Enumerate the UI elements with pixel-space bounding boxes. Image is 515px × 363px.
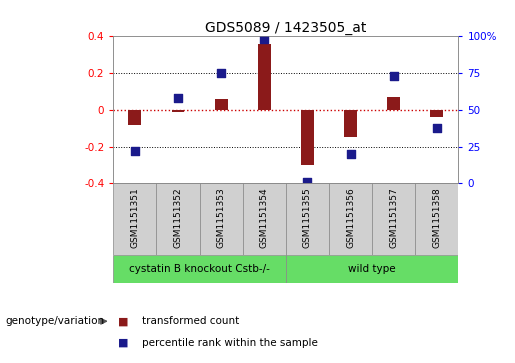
Bar <box>431 110 443 117</box>
Bar <box>215 99 228 110</box>
Bar <box>344 110 357 138</box>
Text: GSM1151354: GSM1151354 <box>260 188 269 248</box>
Bar <box>171 110 184 112</box>
Text: percentile rank within the sample: percentile rank within the sample <box>142 338 318 348</box>
Text: cystatin B knockout Cstb-/-: cystatin B knockout Cstb-/- <box>129 264 270 274</box>
Text: transformed count: transformed count <box>142 316 239 326</box>
Text: GSM1151356: GSM1151356 <box>346 188 355 248</box>
Bar <box>200 183 243 255</box>
Bar <box>113 255 286 283</box>
Text: GSM1151351: GSM1151351 <box>130 188 140 248</box>
Point <box>217 70 225 76</box>
Text: wild type: wild type <box>348 264 396 274</box>
Point <box>131 148 139 154</box>
Text: GSM1151352: GSM1151352 <box>174 188 182 248</box>
Point <box>303 179 312 185</box>
Bar <box>286 183 329 255</box>
Bar <box>372 183 415 255</box>
Point <box>433 125 441 130</box>
Point <box>347 151 355 157</box>
Text: GSM1151357: GSM1151357 <box>389 188 398 248</box>
Text: ■: ■ <box>118 316 129 326</box>
Title: GDS5089 / 1423505_at: GDS5089 / 1423505_at <box>205 21 367 35</box>
Point <box>260 36 268 42</box>
Bar <box>329 183 372 255</box>
Bar <box>258 44 271 110</box>
Text: ■: ■ <box>118 338 129 348</box>
Bar <box>243 183 286 255</box>
Point <box>389 73 398 79</box>
Bar <box>301 110 314 165</box>
Text: GSM1151353: GSM1151353 <box>217 188 226 248</box>
Bar <box>387 97 400 110</box>
Text: GSM1151358: GSM1151358 <box>432 188 441 248</box>
Bar <box>415 183 458 255</box>
Point <box>174 95 182 101</box>
Bar <box>286 255 458 283</box>
Bar <box>157 183 200 255</box>
Bar <box>113 183 157 255</box>
Text: genotype/variation: genotype/variation <box>5 316 104 326</box>
Bar <box>128 110 141 125</box>
Text: GSM1151355: GSM1151355 <box>303 188 312 248</box>
